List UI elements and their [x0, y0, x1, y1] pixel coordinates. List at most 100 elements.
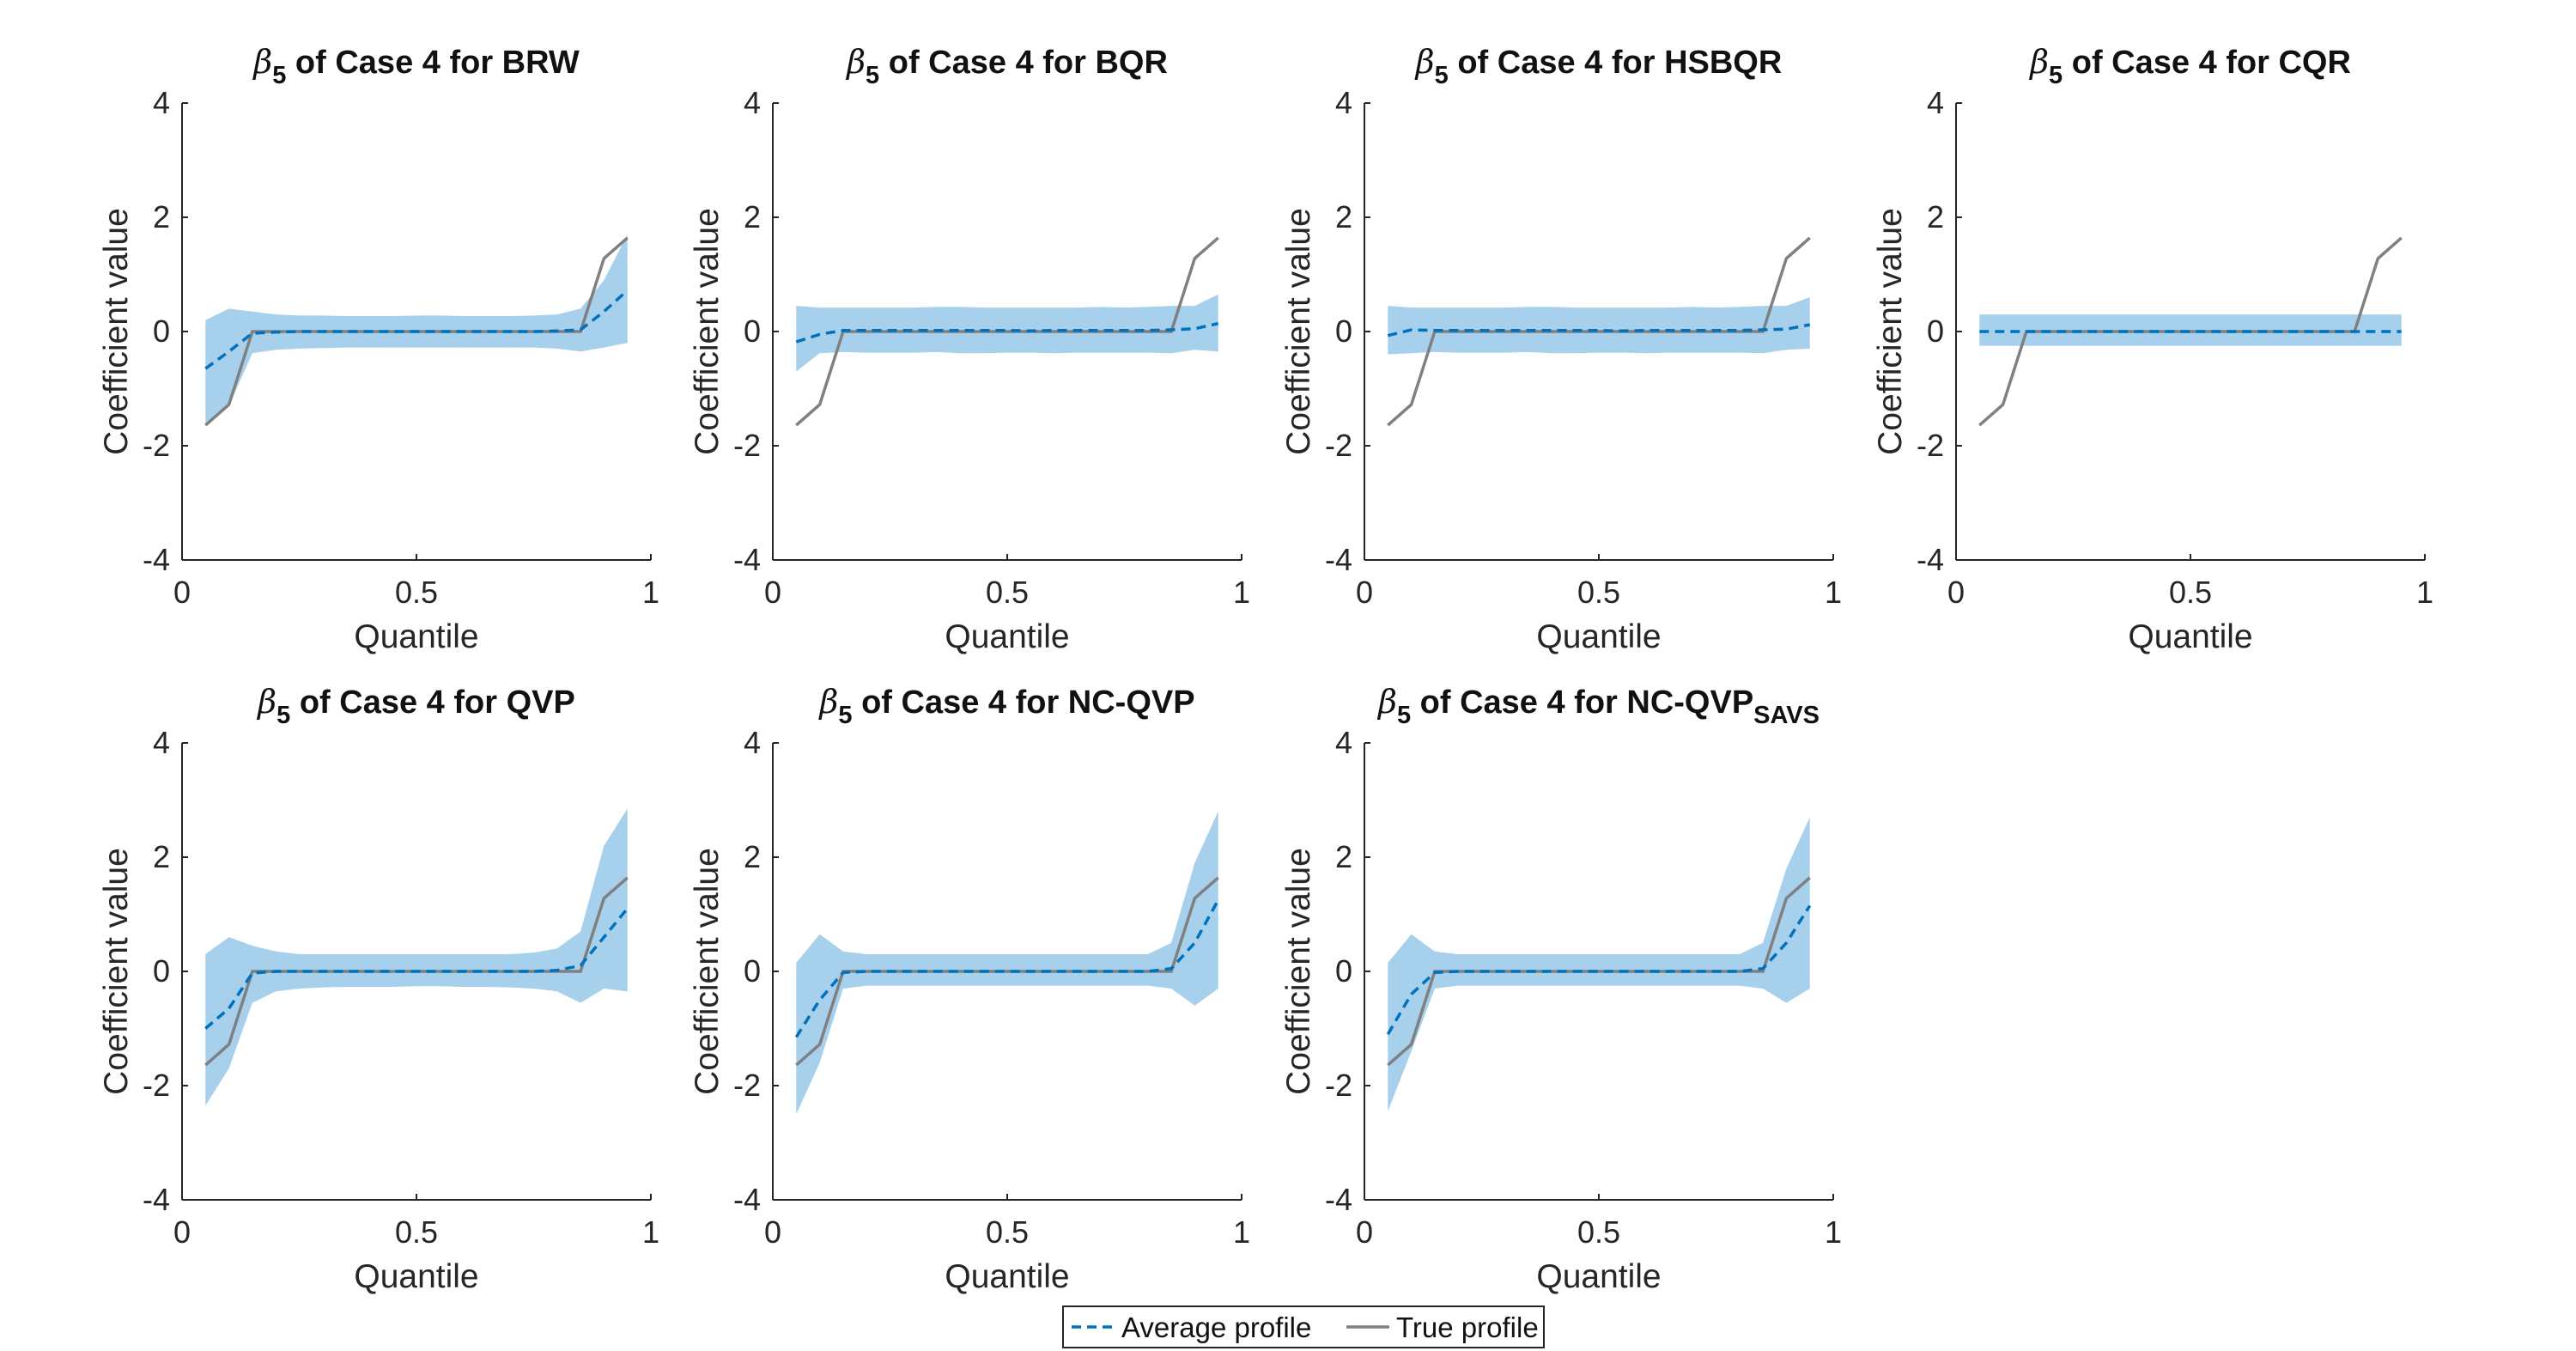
title-beta-symbol: β — [256, 683, 276, 721]
x-tick-label: 0 — [173, 1214, 191, 1250]
title-beta-symbol: β — [1414, 43, 1435, 81]
y-axis-label: Coefficient value — [1872, 208, 1909, 455]
legend-label-true: True profile — [1396, 1311, 1539, 1343]
credible-band — [1388, 297, 1810, 355]
y-axis-label: Coefficient value — [98, 208, 135, 455]
title-main-text: of Case 4 for NC-QVP — [1411, 685, 1753, 721]
panel-title: β5 of Case 4 for QVP — [256, 683, 575, 729]
y-tick-label: 2 — [1927, 199, 1944, 234]
true-profile-line — [795, 236, 1219, 427]
x-axis-label: Quantile — [945, 1258, 1069, 1295]
y-tick-label: 4 — [153, 725, 170, 760]
y-tick-label: -2 — [143, 428, 170, 463]
y-tick-label: 2 — [744, 839, 761, 874]
y-tick-label: 2 — [153, 839, 170, 874]
panel-title: β5 of Case 4 for NC-QVPSAVS — [1376, 683, 1820, 729]
panel-6: -4 -2 0 2 4 0 0.5 1 Quantile Coefficient value β5 … — [689, 683, 1250, 1295]
y-tick-label: 0 — [744, 313, 761, 349]
title-subscript: 5 — [2049, 62, 2063, 89]
title-beta-symbol: β — [1376, 683, 1397, 721]
x-tick-label: 1 — [1233, 575, 1250, 610]
x-axis-label: Quantile — [354, 618, 478, 655]
x-axis-label: Quantile — [1536, 1258, 1661, 1295]
x-tick-label: 0.5 — [395, 575, 438, 610]
x-tick-label: 0.5 — [986, 1214, 1029, 1250]
x-tick-label: 1 — [1825, 575, 1842, 610]
panel-1: -4 -2 0 2 4 0 0.5 1 Quantile Coefficient value β5 … — [98, 43, 659, 655]
title-subscript: 5 — [838, 702, 852, 729]
x-axis-label: Quantile — [2128, 618, 2252, 655]
title-subscript: 5 — [272, 62, 286, 89]
y-axis-label: Coefficient value — [1280, 208, 1317, 455]
x-tick-label: 0.5 — [2169, 575, 2212, 610]
x-tick-label: 1 — [642, 575, 659, 610]
x-axis-label: Quantile — [354, 1258, 478, 1295]
y-tick-label: 4 — [1927, 85, 1944, 120]
y-axis-label: Coefficient value — [689, 848, 726, 1095]
y-tick-label: -2 — [733, 1068, 761, 1103]
panel-4: -4 -2 0 2 4 0 0.5 1 Quantile Coefficient value β5 … — [1872, 43, 2433, 655]
average-profile-line — [1386, 904, 1812, 1036]
y-tick-label: -4 — [1325, 1182, 1352, 1217]
title-subscript: 5 — [276, 702, 290, 729]
x-tick-label: 0 — [173, 575, 191, 610]
y-tick-label: 0 — [1927, 313, 1944, 349]
y-tick-label: 4 — [1335, 725, 1352, 760]
y-tick-label: -2 — [1325, 428, 1352, 463]
x-tick-label: 1 — [1825, 1214, 1842, 1250]
title-subscript: 5 — [1397, 702, 1411, 729]
x-tick-label: 0.5 — [1577, 1214, 1620, 1250]
panel-5: -4 -2 0 2 4 0 0.5 1 Quantile Coefficient value β5 … — [98, 683, 659, 1295]
x-tick-label: 0 — [764, 575, 781, 610]
title-main-text: of Case 4 for BRW — [286, 45, 579, 81]
y-tick-label: -4 — [733, 542, 761, 577]
y-tick-label: 4 — [744, 85, 761, 120]
y-tick-label: 0 — [153, 313, 170, 349]
title-main-text: of Case 4 for BQR — [879, 45, 1168, 81]
y-tick-label: -2 — [1917, 428, 1944, 463]
y-tick-label: -4 — [1325, 542, 1352, 577]
y-tick-label: -4 — [733, 1182, 761, 1217]
title-beta-symbol: β — [817, 683, 838, 721]
y-tick-label: -2 — [733, 428, 761, 463]
y-tick-label: -4 — [143, 1182, 170, 1217]
title-main-text: of Case 4 for NC-QVP — [853, 685, 1195, 721]
legend: Average profile True profile — [1062, 1305, 1545, 1348]
credible-band — [205, 808, 628, 1106]
title-subscript: 5 — [1435, 62, 1449, 89]
y-tick-label: -2 — [1325, 1068, 1352, 1103]
average-profile-line — [204, 289, 629, 370]
x-tick-label: 1 — [1233, 1214, 1250, 1250]
panel-title: β5 of Case 4 for NC-QVP — [817, 683, 1194, 729]
average-profile-line — [1387, 323, 1811, 338]
y-tick-label: 0 — [153, 953, 170, 989]
panel-title: β5 of Case 4 for CQR — [2028, 43, 2351, 89]
panel-2: -4 -2 0 2 4 0 0.5 1 Quantile Coefficient value β5 … — [689, 43, 1250, 655]
x-tick-label: 1 — [2416, 575, 2433, 610]
y-tick-label: 0 — [744, 953, 761, 989]
y-tick-label: 2 — [1335, 199, 1352, 234]
panel-title: β5 of Case 4 for BRW — [252, 43, 580, 89]
panel-title: β5 of Case 4 for HSBQR — [1414, 43, 1783, 89]
average-profile-line — [204, 907, 629, 1030]
credible-band — [205, 234, 628, 423]
x-tick-label: 1 — [642, 1214, 659, 1250]
legend-label-average: Average profile — [1121, 1311, 1311, 1343]
x-tick-label: 0 — [1356, 575, 1373, 610]
title-subscript: 5 — [866, 62, 879, 89]
y-tick-label: 2 — [153, 199, 170, 234]
x-tick-label: 0 — [1947, 575, 1965, 610]
title-beta-symbol: β — [845, 43, 866, 81]
x-tick-label: 0.5 — [986, 575, 1029, 610]
x-tick-label: 0 — [764, 1214, 781, 1250]
panel-title: β5 of Case 4 for BQR — [845, 43, 1168, 89]
y-axis-label: Coefficient value — [689, 208, 726, 455]
y-tick-label: 0 — [1335, 313, 1352, 349]
y-tick-label: -2 — [143, 1068, 170, 1103]
y-tick-label: 4 — [744, 725, 761, 760]
y-tick-label: 4 — [1335, 85, 1352, 120]
x-axis-label: Quantile — [945, 618, 1069, 655]
title-main-text: of Case 4 for CQR — [2063, 45, 2351, 81]
true-profile-line — [795, 876, 1219, 1067]
